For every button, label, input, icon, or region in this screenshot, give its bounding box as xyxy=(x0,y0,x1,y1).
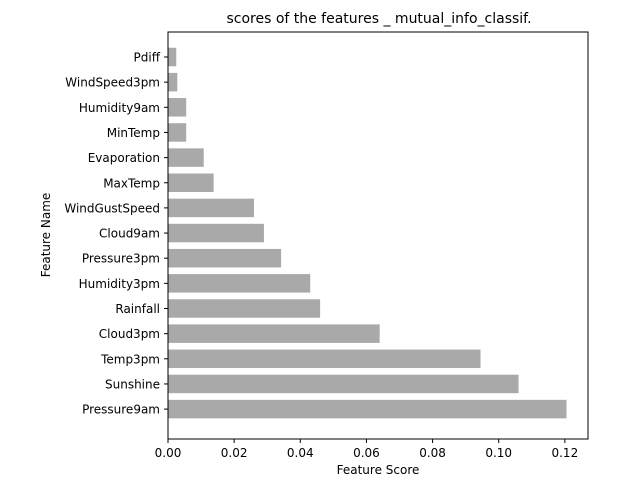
bar-mintemp xyxy=(168,123,187,142)
y-tick-label: Humidity3pm xyxy=(79,277,160,291)
y-tick-label: Cloud9am xyxy=(99,227,160,241)
bars xyxy=(168,47,567,419)
bar-rainfall xyxy=(168,299,321,318)
bar-maxtemp xyxy=(168,173,214,192)
x-ticks: 0.00 0.02 0.04 0.06 0.08 0.10 0.12 xyxy=(155,439,578,460)
x-tick-label: 0.12 xyxy=(551,446,578,460)
bar-sunshine xyxy=(168,374,519,394)
x-tick-label: 0.02 xyxy=(221,446,248,460)
y-tick-label: WindSpeed3pm xyxy=(65,76,160,90)
bar-pressure9am xyxy=(168,399,567,419)
bar-cloud3pm xyxy=(168,324,380,343)
x-tick-label: 0.10 xyxy=(485,446,512,460)
bar-temp3pm xyxy=(168,349,481,369)
x-tick-label: 0.06 xyxy=(353,446,380,460)
y-tick-label: Temp3pm xyxy=(100,352,160,366)
y-tick-label: Pressure9am xyxy=(82,403,160,417)
plot-frame xyxy=(167,31,589,440)
chart-title: scores of the features _ mutual_info_cla… xyxy=(226,11,531,27)
x-axis-title: Feature Score xyxy=(337,463,420,477)
bar-pdiff xyxy=(168,47,177,67)
y-tick-label: WindGustSpeed xyxy=(64,201,160,215)
bar-windgustspeed xyxy=(168,198,254,218)
y-axis-title: Feature Name xyxy=(39,193,53,278)
bar-windspeed3pm xyxy=(168,72,178,92)
y-tick-label: MinTemp xyxy=(107,126,160,140)
bar-humidity3pm xyxy=(168,274,311,293)
y-tick-label: Humidity9am xyxy=(79,101,160,115)
x-tick-label: 0.00 xyxy=(155,446,182,460)
bar-evaporation xyxy=(168,148,204,167)
y-tick-label: Evaporation xyxy=(88,151,160,165)
y-tick-label: Pdiff xyxy=(134,51,161,65)
bar-humidity9am xyxy=(168,98,187,117)
y-tick-label: MaxTemp xyxy=(103,176,160,190)
x-tick-label: 0.04 xyxy=(287,446,314,460)
x-tick-label: 0.08 xyxy=(419,446,446,460)
y-tick-label: Sunshine xyxy=(105,377,160,391)
bar-cloud9am xyxy=(168,223,264,243)
bar-pressure3pm xyxy=(168,248,282,268)
y-tick-label: Cloud3pm xyxy=(99,327,160,341)
y-tick-label: Rainfall xyxy=(115,302,160,316)
y-tick-label: Pressure3pm xyxy=(82,252,160,266)
y-ticks: Pdiff WindSpeed3pm Humidity9am MinTemp Evapo… xyxy=(64,51,168,417)
